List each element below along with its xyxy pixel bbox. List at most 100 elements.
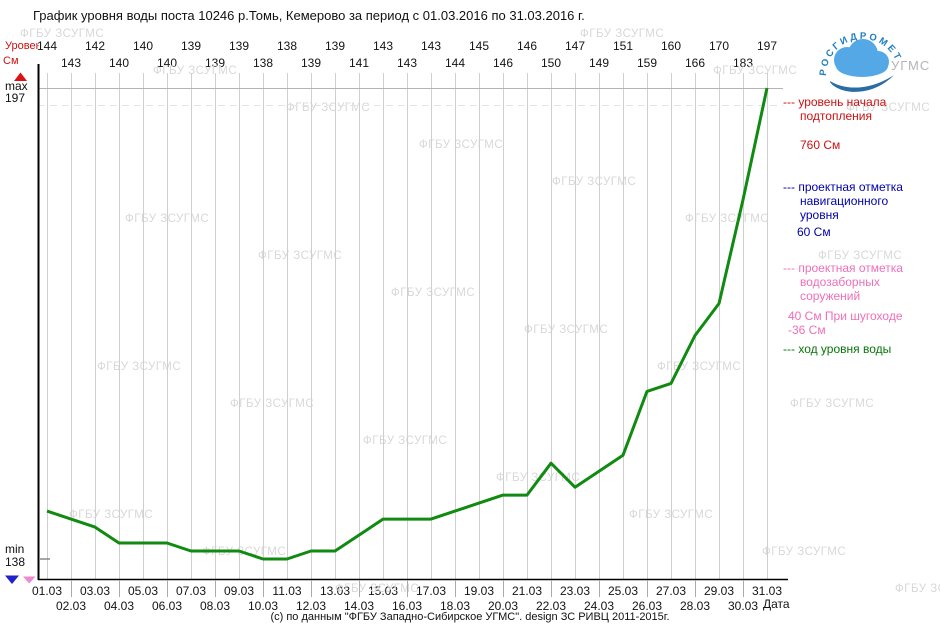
watermark-text: ФГБУ ЗСУГМС <box>580 28 665 40</box>
watermark-text: ФГБУ ЗСУГМС <box>419 139 504 151</box>
legend-value: 60 См <box>797 225 831 239</box>
watermark-text: ФГБУ ЗСУГМС <box>762 546 847 558</box>
legend-label: --- ход уровня воды <box>783 342 892 356</box>
daily-value-label: 140 <box>156 56 178 70</box>
date-label: 22.03 <box>535 599 567 613</box>
daily-value-label: 146 <box>492 56 514 70</box>
watermark-text: ФГБУ ЗСУГМС <box>20 28 105 40</box>
date-label: 09.03 <box>223 584 255 598</box>
ugms-label: УГМС <box>891 58 931 73</box>
legend-item: --- уровень начала подтопления 760 См <box>783 95 886 152</box>
daily-value-label: 140 <box>132 39 154 53</box>
min-label: min <box>5 542 25 556</box>
legend-label-cont: соружений <box>800 289 861 303</box>
watermark-text: ФГБУ ЗСУГМС <box>391 287 476 299</box>
daily-value-label: 139 <box>228 39 250 53</box>
date-label: 10.03 <box>247 599 279 613</box>
watermark-text: ФГБУ ЗСУГМС <box>818 250 903 262</box>
date-label: 04.03 <box>103 599 135 613</box>
daily-value-label: 138 <box>252 56 274 70</box>
page-title: График уровня воды поста 10246 р.Томь, К… <box>33 8 585 23</box>
legend-value: 40 См При шугоходе <box>788 309 903 323</box>
watermark-text: ФГБУ ЗСУГМС <box>685 213 770 225</box>
legend-label: --- уровень начала <box>783 95 887 109</box>
legend-item: --- проектная отметка водозаборных соружен… <box>783 261 903 337</box>
water-level-line <box>46 87 769 561</box>
min-value: 138 <box>5 555 26 569</box>
daily-value-label: 146 <box>516 39 538 53</box>
date-label: 26.03 <box>631 599 663 613</box>
date-label: 13.03 <box>319 584 351 598</box>
copyright-text: (с) по данным "ФГБУ Западно-Сибирское УГ… <box>270 611 670 623</box>
max-value: 197 <box>5 91 26 105</box>
min-marker-icon <box>5 575 19 584</box>
daily-value-label: 143 <box>60 56 82 70</box>
date-label: 31.03 <box>751 584 783 598</box>
daily-value-label: 139 <box>324 39 346 53</box>
date-label: 14.03 <box>343 599 375 613</box>
daily-value-label: 159 <box>636 56 658 70</box>
axis-ticks-group <box>71 580 744 597</box>
watermark-text: ФГБУ ЗСУГМС <box>258 250 343 262</box>
max-label: max <box>5 79 28 93</box>
max-marker-icon <box>14 72 27 81</box>
date-label: 23.03 <box>559 584 591 598</box>
date-label: 29.03 <box>703 584 735 598</box>
watermark-text: ФГБУ ЗСУГМС <box>125 213 210 225</box>
daily-value-label: 143 <box>396 56 418 70</box>
y-axis-title: Уровень <box>5 40 39 52</box>
daily-value-label: 140 <box>108 56 130 70</box>
watermark-text: ФГБУ ЗСУГМС <box>790 398 875 410</box>
legend-item: --- ход уровня воды <box>783 342 891 356</box>
daily-value-label: 138 <box>276 39 298 53</box>
daily-value-label: 144 <box>444 56 466 70</box>
date-label: 06.03 <box>151 599 183 613</box>
daily-value-label: 150 <box>540 56 562 70</box>
legend-label-cont: навигационного <box>800 194 889 208</box>
daily-value-label: 144 <box>36 39 58 53</box>
daily-value-label: 143 <box>420 39 442 53</box>
daily-value-label: 139 <box>204 56 226 70</box>
legend-label: --- проектная отметка <box>783 261 903 275</box>
daily-value-label: 170 <box>708 39 730 53</box>
date-label: 27.03 <box>655 584 687 598</box>
wave-icon <box>830 75 894 92</box>
date-label: 03.03 <box>79 584 111 598</box>
watermark-text: ФГБУ ЗСУГМС <box>552 176 637 188</box>
watermark-text: ФГБУ ЗСУГМС <box>230 398 315 410</box>
date-label: 24.03 <box>583 599 615 613</box>
cloud-icon <box>834 39 889 77</box>
date-label: 01.03 <box>31 584 63 598</box>
legend-label: --- проектная отметка <box>783 180 903 194</box>
daily-value-label: 145 <box>468 39 490 53</box>
legend-label-cont: уровня <box>800 208 839 222</box>
legend-value: 760 См <box>800 138 841 152</box>
daily-value-label: 160 <box>660 39 682 53</box>
watermark-text: ФГБУ ЗСУГМС <box>97 361 182 373</box>
date-label: 07.03 <box>175 584 207 598</box>
daily-value-label: 142 <box>84 39 106 53</box>
date-label: 15.03 <box>367 584 399 598</box>
roshydromet-logo: РОСГИДРОМЕТ <box>818 31 901 92</box>
daily-value-label: 149 <box>588 56 610 70</box>
date-label: 17.03 <box>415 584 447 598</box>
date-label: 11.03 <box>272 584 302 598</box>
date-label: 28.03 <box>679 599 711 613</box>
gridlines-group <box>47 73 768 579</box>
daily-value-label: 141 <box>348 56 370 70</box>
watermark-text: ФГБУ ЗСУГМС <box>69 509 154 521</box>
legend-item: --- проектная отметка навигационного уровн… <box>783 180 903 239</box>
pink-marker-icon <box>23 576 36 584</box>
watermark-text: ФГБУ ЗСУГМС <box>895 583 940 595</box>
date-label: 02.03 <box>55 599 87 613</box>
daily-value-label: 151 <box>612 39 634 53</box>
date-label: 20.03 <box>487 599 519 613</box>
watermark-text: ФГБУ ЗСУГМС <box>524 324 609 336</box>
legend-label-cont: подтопления <box>800 109 872 123</box>
daily-value-label: 166 <box>684 56 706 70</box>
daily-value-label: 139 <box>300 56 322 70</box>
x-axis-title: Дата <box>763 597 790 611</box>
watermark-text: ФГБУ ЗСУГМС <box>846 102 931 114</box>
